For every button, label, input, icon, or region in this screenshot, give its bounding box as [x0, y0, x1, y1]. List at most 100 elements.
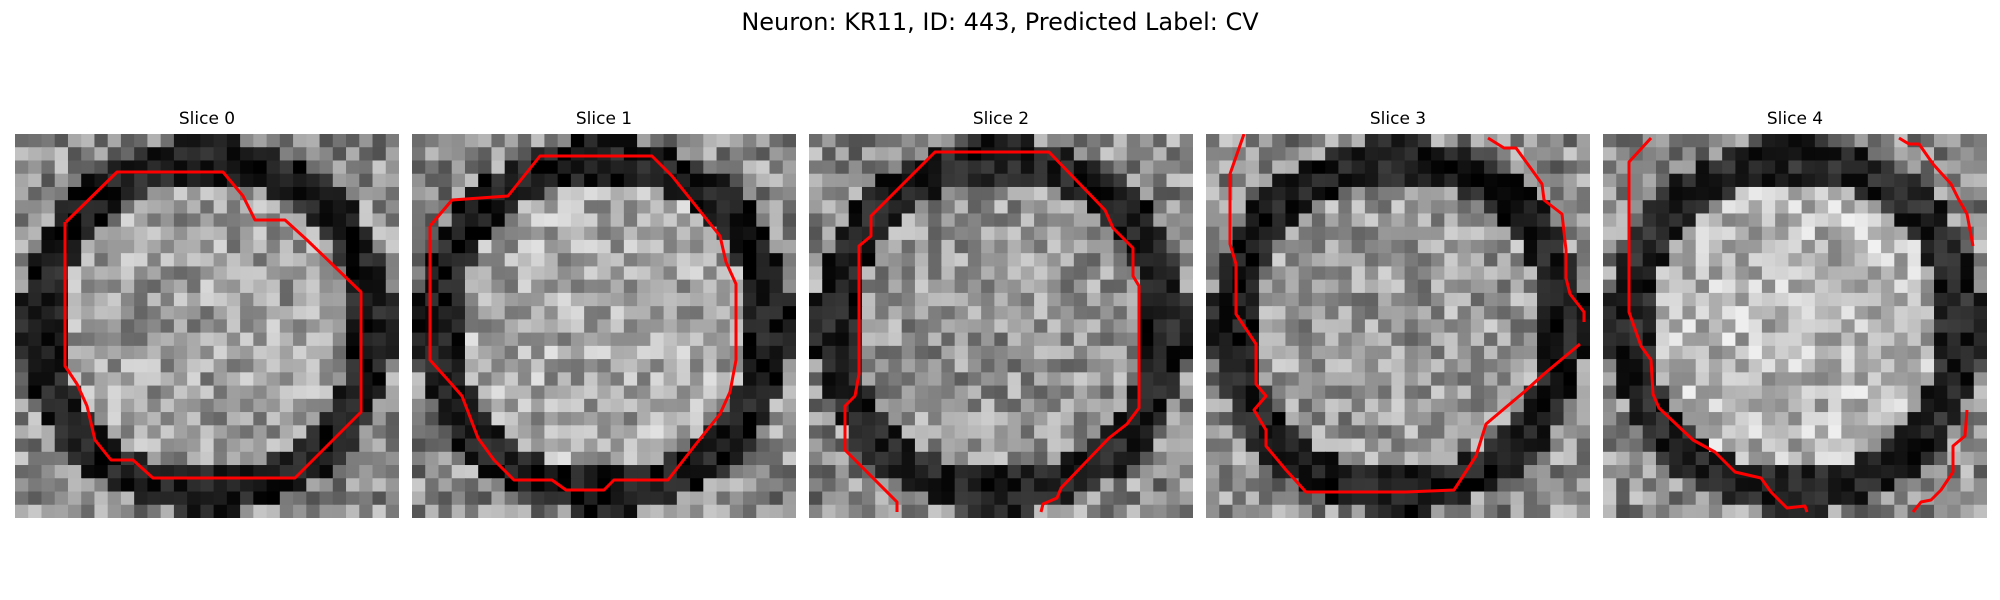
- image-pixel: [1576, 398, 1590, 413]
- image-pixel: [835, 345, 850, 360]
- image-pixel: [1153, 306, 1168, 320]
- image-pixel: [464, 253, 479, 268]
- image-pixel: [1245, 385, 1260, 400]
- image-pixel: [676, 253, 691, 268]
- image-pixel: [782, 372, 796, 387]
- image-pixel: [120, 186, 135, 201]
- image-pixel: [451, 412, 466, 426]
- image-pixel: [15, 425, 29, 440]
- image-pixel: [1907, 451, 1922, 466]
- image-pixel: [1113, 253, 1128, 268]
- image-pixel: [1934, 186, 1948, 201]
- image-pixel: [293, 213, 307, 228]
- image-pixel: [637, 478, 651, 493]
- image-pixel: [1788, 385, 1803, 400]
- image-pixel: [1735, 398, 1750, 413]
- image-pixel: [1325, 345, 1340, 360]
- image-pixel: [1113, 173, 1128, 188]
- image-pixel: [967, 173, 982, 188]
- image-pixel: [914, 292, 929, 307]
- image-pixel: [822, 398, 837, 413]
- image-pixel: [1642, 425, 1657, 440]
- image-pixel: [954, 438, 969, 453]
- image-pixel: [835, 239, 850, 254]
- image-pixel: [1007, 319, 1022, 334]
- image-pixel: [1020, 239, 1035, 254]
- image-pixel: [1801, 213, 1816, 228]
- image-pixel: [1166, 425, 1181, 440]
- image-pixel: [67, 359, 82, 373]
- image-pixel: [1166, 345, 1181, 360]
- image-pixel: [597, 266, 612, 281]
- image-pixel: [517, 226, 532, 241]
- image-pixel: [716, 465, 731, 479]
- image-pixel: [544, 160, 559, 175]
- image-pixel: [1497, 425, 1512, 440]
- image-pixel: [1311, 504, 1326, 518]
- image-pixel: [41, 186, 56, 201]
- image-pixel: [1735, 160, 1750, 175]
- image-pixel: [1537, 438, 1551, 453]
- image-pixel: [187, 412, 201, 426]
- image-pixel: [743, 385, 757, 400]
- image-pixel: [1708, 134, 1723, 148]
- image-pixel: [584, 266, 598, 281]
- image-pixel: [359, 319, 374, 334]
- image-pixel: [729, 253, 744, 268]
- image-pixel: [623, 306, 638, 320]
- image-pixel: [1563, 451, 1578, 466]
- image-pixel: [954, 306, 969, 320]
- image-pixel: [1629, 173, 1644, 188]
- image-pixel: [1444, 332, 1459, 347]
- image-pixel: [1814, 147, 1829, 162]
- image-pixel: [967, 425, 982, 440]
- image-pixel: [1311, 160, 1326, 175]
- image-pixel: [1616, 147, 1631, 162]
- image-pixel: [1484, 359, 1498, 373]
- image-pixel: [1828, 359, 1842, 373]
- image-pixel: [1378, 332, 1392, 347]
- image-pixel: [743, 134, 757, 148]
- image-pixel: [597, 385, 612, 400]
- image-pixel: [1828, 292, 1842, 307]
- image-pixel: [1629, 134, 1644, 148]
- image-pixel: [1695, 134, 1710, 148]
- image-pixel: [1682, 465, 1697, 479]
- image-pixel: [1179, 451, 1193, 466]
- image-pixel: [637, 345, 651, 360]
- image-pixel: [1550, 478, 1565, 493]
- image-pixel: [676, 306, 691, 320]
- image-pixel: [1563, 478, 1578, 493]
- image-pixel: [941, 226, 956, 241]
- image-pixel: [1325, 186, 1340, 201]
- image-pixel: [372, 147, 387, 162]
- image-pixel: [412, 425, 426, 440]
- image-pixel: [1960, 491, 1975, 506]
- image-pixel: [1020, 306, 1035, 320]
- image-pixel: [1748, 332, 1763, 347]
- image-pixel: [451, 134, 466, 148]
- image-pixel: [425, 451, 440, 466]
- image-pixel: [1497, 319, 1512, 334]
- image-pixel: [266, 173, 281, 188]
- image-pixel: [94, 213, 109, 228]
- image-pixel: [1325, 213, 1340, 228]
- image-pixel: [1867, 425, 1882, 440]
- image-pixel: [981, 332, 995, 347]
- image-pixel: [782, 266, 796, 281]
- image-pixel: [1470, 319, 1485, 334]
- image-pixel: [107, 319, 122, 334]
- image-pixel: [306, 478, 321, 493]
- image-pixel: [1655, 332, 1670, 347]
- image-pixel: [1563, 134, 1578, 148]
- image-pixel: [1814, 345, 1829, 360]
- image-pixel: [1060, 134, 1075, 148]
- image-pixel: [1272, 266, 1287, 281]
- image-pixel: [1550, 345, 1565, 360]
- image-pixel: [1881, 478, 1895, 493]
- image-pixel: [266, 451, 281, 466]
- image-pixel: [412, 253, 426, 268]
- image-pixel: [623, 213, 638, 228]
- image-pixel: [306, 306, 321, 320]
- image-pixel: [1311, 239, 1326, 254]
